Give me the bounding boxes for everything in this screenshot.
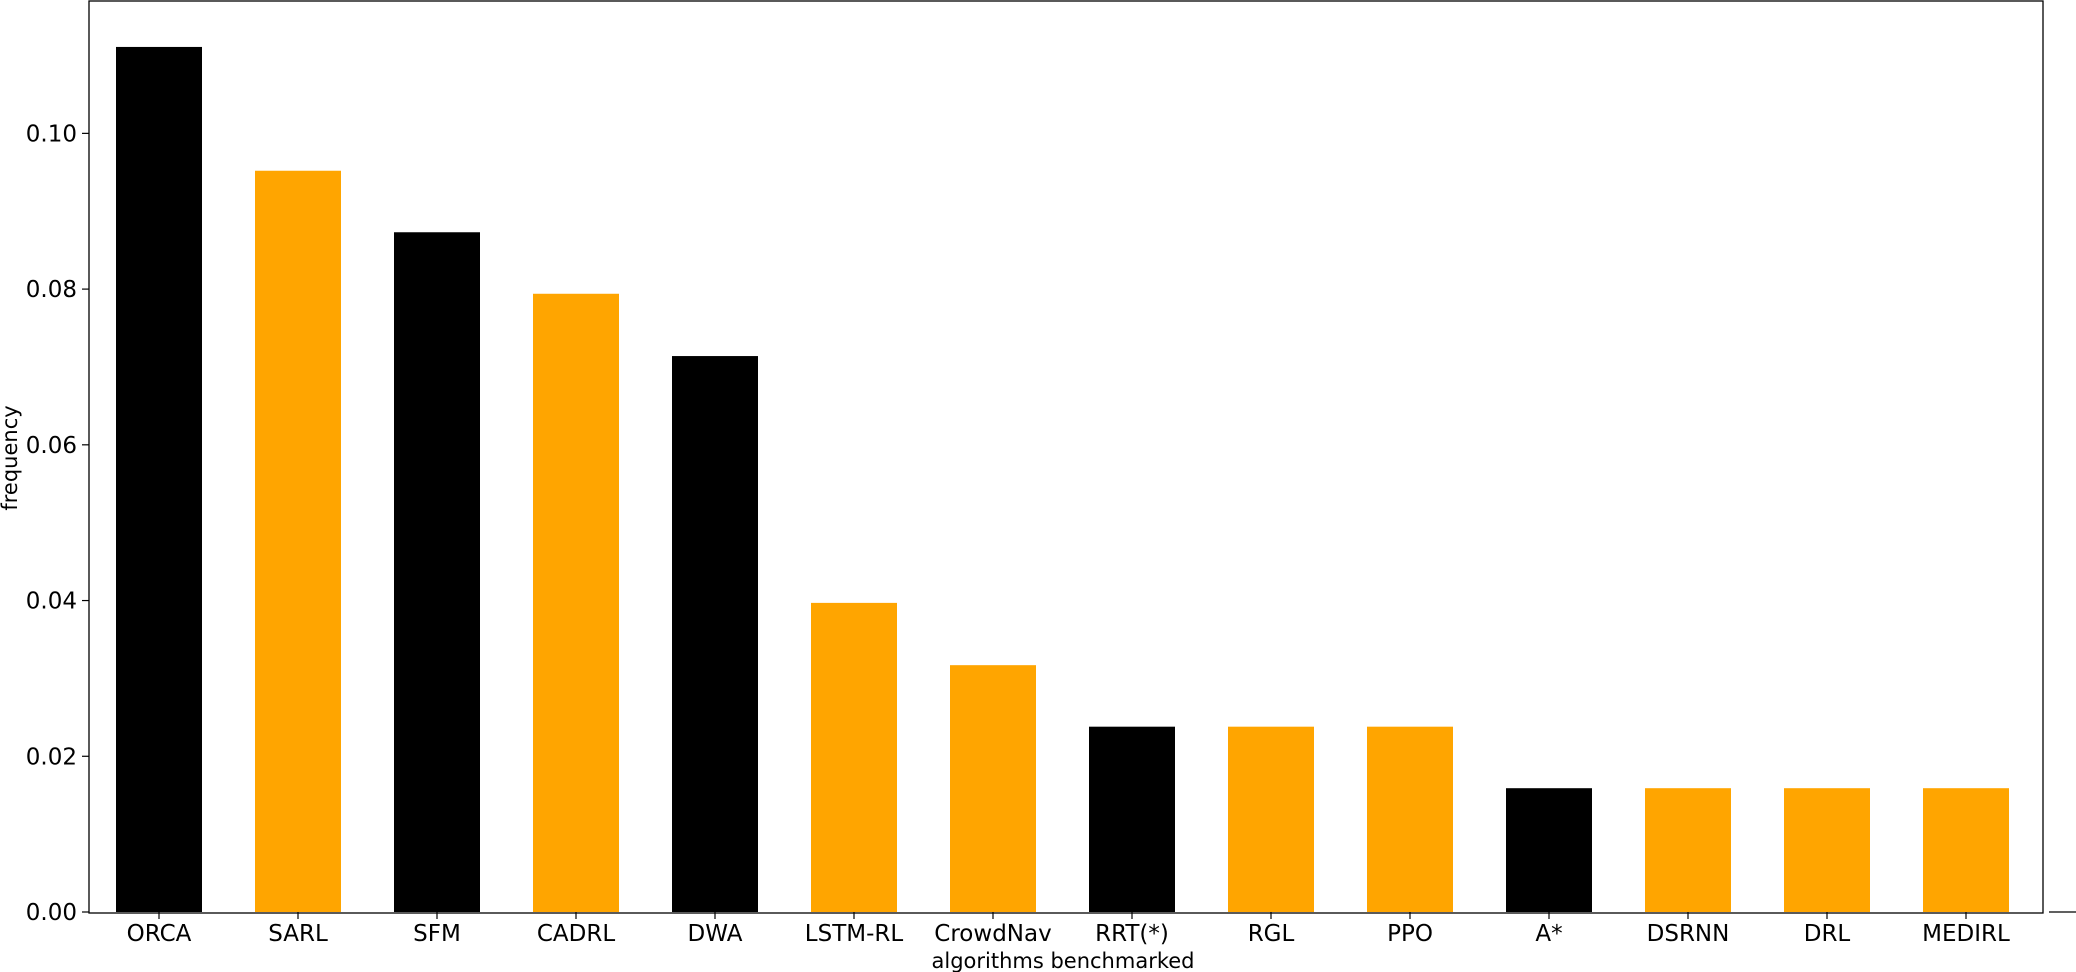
plot-frame	[88, 0, 2044, 914]
x-tick-label: CADRL	[537, 921, 615, 947]
y-tick-label: 0.04	[26, 589, 77, 615]
x-tick-label: RGL	[1248, 921, 1295, 947]
y-tick-label: 0.08	[26, 277, 77, 303]
bar-sarl	[255, 170, 341, 912]
x-tick-label: PPO	[1387, 921, 1433, 947]
y-tick-label: 0.10	[26, 121, 77, 147]
bar-rgl	[1228, 726, 1314, 912]
x-tick-label: SARL	[268, 921, 328, 947]
y-axis: 0.00 0.02 0.04 0.06 0.08 0.10	[26, 121, 89, 926]
bars-group	[116, 46, 2009, 912]
bar-dwa	[672, 356, 758, 912]
bar-lstm-rl	[811, 602, 897, 912]
x-tick-label: SFM	[413, 921, 461, 947]
bar-crowdnav	[950, 665, 1036, 912]
x-axis-label: algorithms benchmarked	[931, 949, 1194, 972]
bar-ppo	[1367, 726, 1453, 912]
y-axis-label: frequency	[0, 405, 22, 510]
bar-medirl	[1923, 788, 2009, 912]
y-tick-label: 0.06	[26, 433, 77, 459]
x-tick-label: MEDIRL	[1922, 921, 2010, 947]
x-axis: ORCA SARL SFM CADRL DWA LSTM-RL CrowdNav RRT(*)…	[127, 912, 2010, 947]
bar-orca	[116, 46, 202, 912]
bar-dsrnn	[1645, 788, 1731, 912]
x-tick-label: RRT(*)	[1095, 921, 1169, 947]
bar-a-	[1506, 788, 1592, 912]
bar-sfm	[394, 232, 480, 912]
x-tick-label: ORCA	[127, 921, 192, 947]
y-tick-label: 0.00	[26, 900, 77, 926]
bar-drl	[1784, 788, 1870, 912]
x-tick-label: A*	[1535, 921, 1562, 947]
y-tick-label: 0.02	[26, 744, 77, 770]
x-tick-label: DSRNN	[1647, 921, 1730, 947]
x-tick-label: DWA	[688, 921, 743, 947]
x-tick-label: DRL	[1804, 921, 1851, 947]
x-tick-label: CrowdNav	[934, 921, 1051, 947]
x-tick-label: LSTM-RL	[805, 921, 904, 947]
bar-rrt-	[1089, 726, 1175, 912]
bar-cadrl	[533, 293, 619, 912]
